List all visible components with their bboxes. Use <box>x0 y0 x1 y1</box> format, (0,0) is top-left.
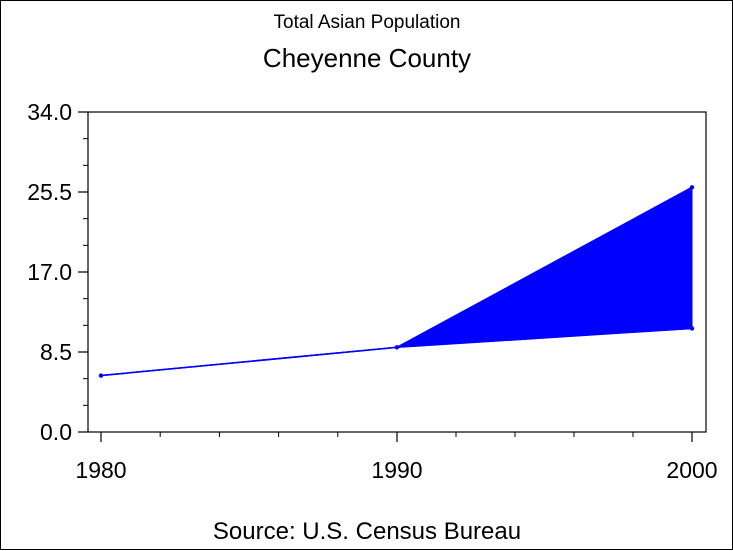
x-tick-label-0: 1980 <box>75 457 126 483</box>
y-tick-label-2: 17.0 <box>27 259 72 285</box>
chart-title: Total Asian Population <box>274 12 461 33</box>
data-point-upper-2 <box>689 185 695 190</box>
data-point-lower-0 <box>98 373 104 378</box>
data-point-lower-1 <box>394 345 400 350</box>
x-tick-label-2: 2000 <box>666 457 717 483</box>
data-point-lower-2 <box>689 326 695 331</box>
y-tick-label-3: 25.5 <box>27 179 72 205</box>
plot-layer: 0.0 8.5 17.0 25.5 34.0 1980 1990 2000 <box>27 99 717 483</box>
y-tick-label-4: 34.0 <box>27 99 72 125</box>
chart-footnote: Source: U.S. Census Bureau <box>213 518 521 545</box>
series-line-lower <box>100 327 693 377</box>
y-tick-label-0: 0.0 <box>40 419 72 445</box>
x-tick-label-1: 1990 <box>371 457 422 483</box>
y-tick-label-1: 8.5 <box>40 339 72 365</box>
chart-subtitle: Cheyenne County <box>263 43 471 73</box>
